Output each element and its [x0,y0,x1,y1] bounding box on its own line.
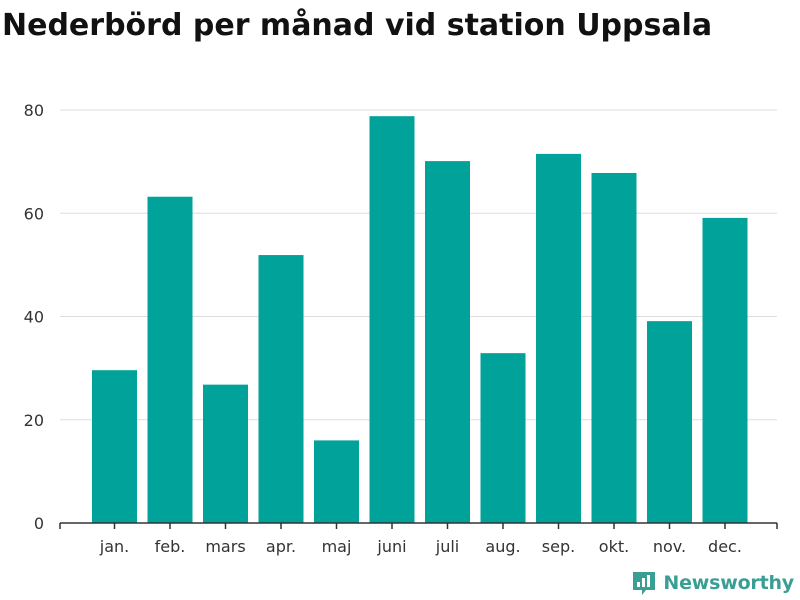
bar [702,217,748,524]
y-tick-label: 80 [24,101,44,120]
bar [258,255,304,523]
bar [480,353,526,523]
x-tick-label: aug. [485,537,520,556]
bar [536,153,581,523]
bar [369,116,415,523]
y-tick-label: 0 [34,514,44,533]
x-tick-label: nov. [653,537,686,556]
bar [591,172,637,524]
x-tick-label: mars [205,537,245,556]
bar [203,384,248,523]
x-tick-label: juni [376,537,406,556]
x-tick-label: okt. [599,537,629,556]
brand-name: Newsworthy [663,572,794,594]
x-tick-labels: jan. feb. mars apr. maj juni juli aug. sep. okt. n… [99,537,742,556]
y-tick-label: 20 [24,411,44,430]
bar [425,161,470,523]
x-tick-label: jan. [99,537,129,556]
bars [92,116,748,524]
x-tick-label: apr. [266,537,296,556]
y-tick-label: 60 [24,204,44,223]
x-tick-label: sep. [542,537,575,556]
axes [59,522,778,529]
bar [92,370,137,523]
newsworthy-brand: Newsworthy [631,570,794,596]
x-tick-label: juli [435,537,459,556]
newsworthy-logo-icon [633,572,656,595]
x-tick-label: maj [322,537,352,556]
bar [147,196,193,524]
y-tick-labels: 0 20 40 60 80 [24,101,44,533]
x-tick-label: feb. [155,537,186,556]
y-tick-label: 40 [24,308,44,327]
chart-title: Nederbörd per månad vid station Uppsala [2,8,713,43]
bar [314,440,359,523]
bar [647,321,692,523]
x-tick-label: dec. [708,537,742,556]
